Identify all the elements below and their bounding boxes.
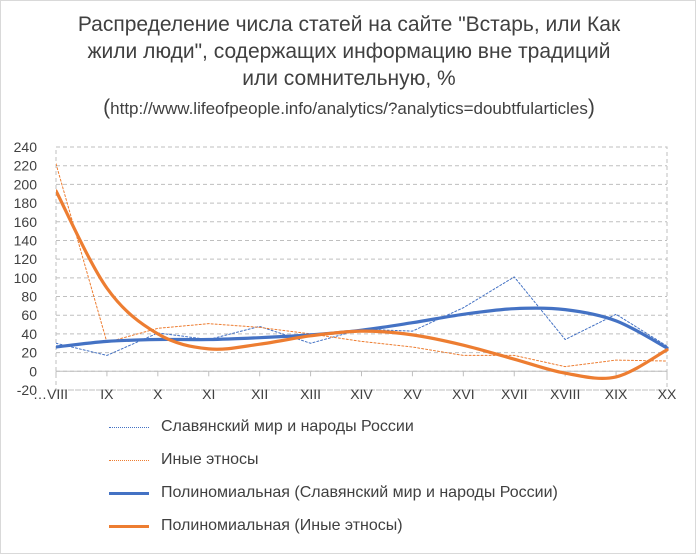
x-tick-label: IX [100, 386, 114, 402]
title-line: или сомнительную, % [242, 67, 456, 90]
title-line: Распределение числа статей на сайте "Вст… [77, 13, 621, 36]
y-tick-label: 140 [14, 232, 38, 248]
legend-label: Полиномиальная (Славянский мир и народы … [161, 484, 558, 501]
series-line-2 [56, 163, 668, 368]
y-tick-label: 0 [29, 363, 37, 379]
x-tick-label: XIX [605, 386, 628, 402]
series-line-1 [56, 276, 668, 356]
x-tick-label: XVI [452, 386, 475, 402]
series-line-4 [56, 189, 669, 380]
x-tick-label: …VIII [33, 386, 68, 402]
y-tick-label: 220 [14, 158, 38, 174]
legend-swatch [109, 524, 149, 528]
y-tick-label: 180 [14, 195, 38, 211]
x-tick-label: XI [202, 386, 215, 402]
legend-item: Полиномиальная (Иные этносы) [109, 514, 669, 538]
legend-swatch [109, 491, 149, 495]
legend-item: Иные этносы [109, 448, 669, 472]
x-tick-label: XV [403, 386, 422, 402]
x-tick-label: XIV [350, 386, 373, 402]
legend-swatch [109, 459, 149, 461]
y-tick-label: 240 [14, 139, 38, 155]
x-tick-label: XII [251, 386, 268, 402]
y-tick-label: 60 [21, 307, 37, 323]
legend-label: Славянский мир и народы России [161, 418, 414, 435]
chart-subtitle: (http://www.lifeofpeople.info/analytics/… [21, 96, 677, 121]
x-tick-label: XVII [501, 386, 527, 402]
x-tick-label: XVIII [550, 386, 580, 402]
y-tick-label: 100 [14, 270, 38, 286]
y-tick-label: 20 [21, 345, 37, 361]
y-tick-label: 200 [14, 176, 38, 192]
subtitle-url: http://www.lifeofpeople.info/analytics/?… [110, 99, 588, 118]
y-tick-label: -20 [17, 382, 37, 398]
y-tick-label: 120 [14, 251, 38, 267]
plot-border [55, 146, 668, 391]
chart-title: Распределение числа статей на сайте "Вст… [21, 11, 677, 92]
legend-item: Славянский мир и народы России [109, 415, 669, 439]
title-line: жили люди", содержащих информацию вне тр… [87, 40, 611, 63]
subtitle-open-paren: ( [103, 96, 111, 119]
x-tick-label: X [153, 386, 163, 402]
legend-label: Полиномиальная (Иные этносы) [161, 517, 403, 534]
subtitle-close-paren: ) [587, 96, 595, 119]
x-tick-label: XX [658, 386, 677, 402]
legend-label: Иные этносы [161, 451, 259, 468]
x-tick-label: XIII [300, 386, 321, 402]
y-tick-label: 40 [21, 326, 37, 342]
y-tick-label: 160 [14, 214, 38, 230]
legend-item: Полиномиальная (Славянский мир и народы … [109, 481, 669, 505]
y-tick-label: 80 [21, 289, 37, 305]
legend-swatch [109, 426, 149, 428]
